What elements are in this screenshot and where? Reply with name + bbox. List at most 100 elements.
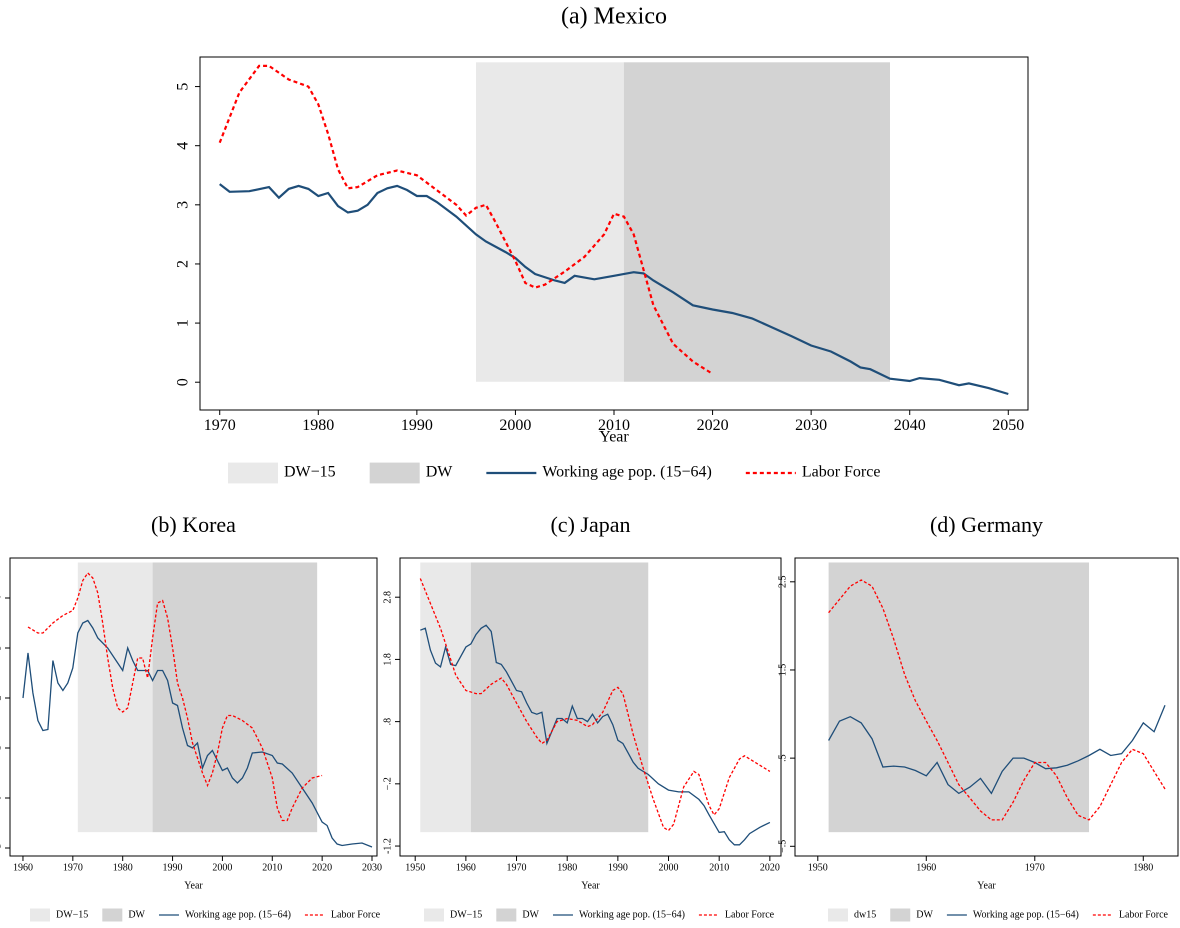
shaded-band [476, 62, 624, 382]
legend-swatch [228, 462, 278, 484]
legend-label: Working age pop. (15−64) [542, 464, 711, 481]
x-tick-label: 2010 [709, 862, 729, 873]
shaded-band [420, 562, 471, 833]
x-tick-label: 1980 [557, 862, 577, 873]
y-tick-label: 1 [174, 319, 191, 327]
x-axis-label: Year [184, 880, 203, 891]
series-line [420, 624, 771, 846]
legend-swatch [102, 908, 123, 922]
y-tick-label: 0 [174, 378, 191, 386]
legend-label: Working age pop. (15−64) [185, 909, 291, 920]
shaded-band [623, 62, 890, 382]
legend-label: Working age pop. (15−64) [579, 909, 685, 920]
series-line [27, 571, 323, 822]
chart-title: (a) Mexico [561, 4, 667, 30]
legend-label: DW [426, 464, 454, 481]
plot-frame [9, 557, 378, 857]
shaded-band [470, 562, 649, 833]
legend-swatch [30, 908, 50, 922]
x-tick-label: 1970 [507, 862, 527, 873]
x-tick-label: 2010 [262, 862, 282, 873]
series-line [218, 64, 714, 375]
series-line [419, 578, 771, 832]
legend-label: DW−15 [450, 909, 482, 920]
y-tick-label: 1.8 [382, 653, 393, 666]
y-tick-label: 0 [0, 796, 3, 801]
y-tick-label: -1 [0, 844, 3, 852]
y-tick-label: 3 [0, 646, 3, 651]
x-tick-label: 2030 [362, 862, 382, 873]
legend-label: Labor Force [725, 909, 775, 920]
y-tick-label: 5 [174, 83, 191, 91]
legend-label: DW [522, 909, 539, 920]
x-tick-label: 1970 [204, 417, 236, 434]
y-tick-label: -1.2 [382, 838, 393, 854]
legend-label: DW−15 [56, 909, 88, 920]
x-axis-label: Year [599, 429, 629, 446]
legend-swatch [496, 908, 517, 922]
x-tick-label: 1980 [302, 417, 334, 434]
y-tick-label: 2 [0, 696, 3, 701]
y-tick-label: 1 [0, 746, 3, 751]
plot-frame [794, 557, 1179, 857]
legend-label: Working age pop. (15−64) [973, 909, 1079, 920]
y-tick-label: 2.8 [382, 591, 393, 604]
legend-label: Labor Force [331, 909, 381, 920]
x-tick-label: 1970 [1025, 862, 1045, 873]
x-tick-label: 1970 [63, 862, 83, 873]
legend-label: DW [916, 909, 933, 920]
series-line [828, 704, 1166, 795]
x-tick-label: 2000 [212, 862, 232, 873]
chart-title: (c) Japan [550, 512, 630, 537]
series-line [219, 183, 1009, 396]
legend-label: DW [128, 909, 145, 920]
x-tick-label: 1950 [405, 862, 425, 873]
x-tick-label: 1960 [456, 862, 476, 873]
shaded-band [77, 562, 153, 833]
y-tick-label: 1.5 [777, 664, 788, 677]
x-tick-label: 1990 [608, 862, 628, 873]
legend-swatch [424, 908, 444, 922]
shaded-band [152, 562, 318, 833]
x-tick-label: 1990 [401, 417, 433, 434]
x-tick-label: 1990 [163, 862, 183, 873]
y-tick-label: 4 [0, 596, 3, 601]
legend-swatch [890, 908, 911, 922]
series-line [828, 579, 1166, 821]
x-tick-label: 2030 [795, 417, 827, 434]
y-tick-label: .5 [777, 754, 788, 762]
x-axis-label: Year [581, 880, 600, 891]
x-axis-label: Year [977, 880, 996, 891]
x-tick-label: 1960 [13, 862, 33, 873]
x-tick-label: 2020 [312, 862, 332, 873]
y-tick-label: 2.5 [777, 576, 788, 589]
x-tick-label: 2000 [499, 417, 531, 434]
y-tick-label: .8 [382, 718, 393, 726]
x-tick-label: 2000 [659, 862, 679, 873]
legend-label: Labor Force [1119, 909, 1169, 920]
x-tick-label: 2020 [697, 417, 729, 434]
y-tick-label: −.5 [777, 840, 788, 853]
legend-swatch [828, 908, 848, 922]
x-tick-label: 2050 [992, 417, 1024, 434]
x-tick-label: 2010 [598, 417, 630, 434]
legend-swatch [369, 462, 420, 484]
x-tick-label: 1980 [1133, 862, 1153, 873]
legend-label: dw15 [854, 909, 876, 920]
y-tick-label: 3 [174, 201, 191, 209]
series-line [22, 619, 373, 848]
legend-label: DW−15 [284, 464, 336, 481]
x-tick-label: 1950 [808, 862, 828, 873]
plot-frame [399, 557, 782, 857]
chart-title: (d) Germany [930, 512, 1043, 537]
y-tick-label: −.2 [382, 777, 393, 790]
chart-title: (b) Korea [151, 512, 236, 537]
y-tick-label: 2 [174, 260, 191, 268]
x-tick-label: 1980 [113, 862, 133, 873]
x-tick-label: 2020 [760, 862, 780, 873]
shaded-band [828, 562, 1090, 833]
x-tick-label: 1960 [916, 862, 936, 873]
legend-label: Labor Force [802, 464, 881, 481]
y-tick-label: 4 [174, 142, 191, 150]
